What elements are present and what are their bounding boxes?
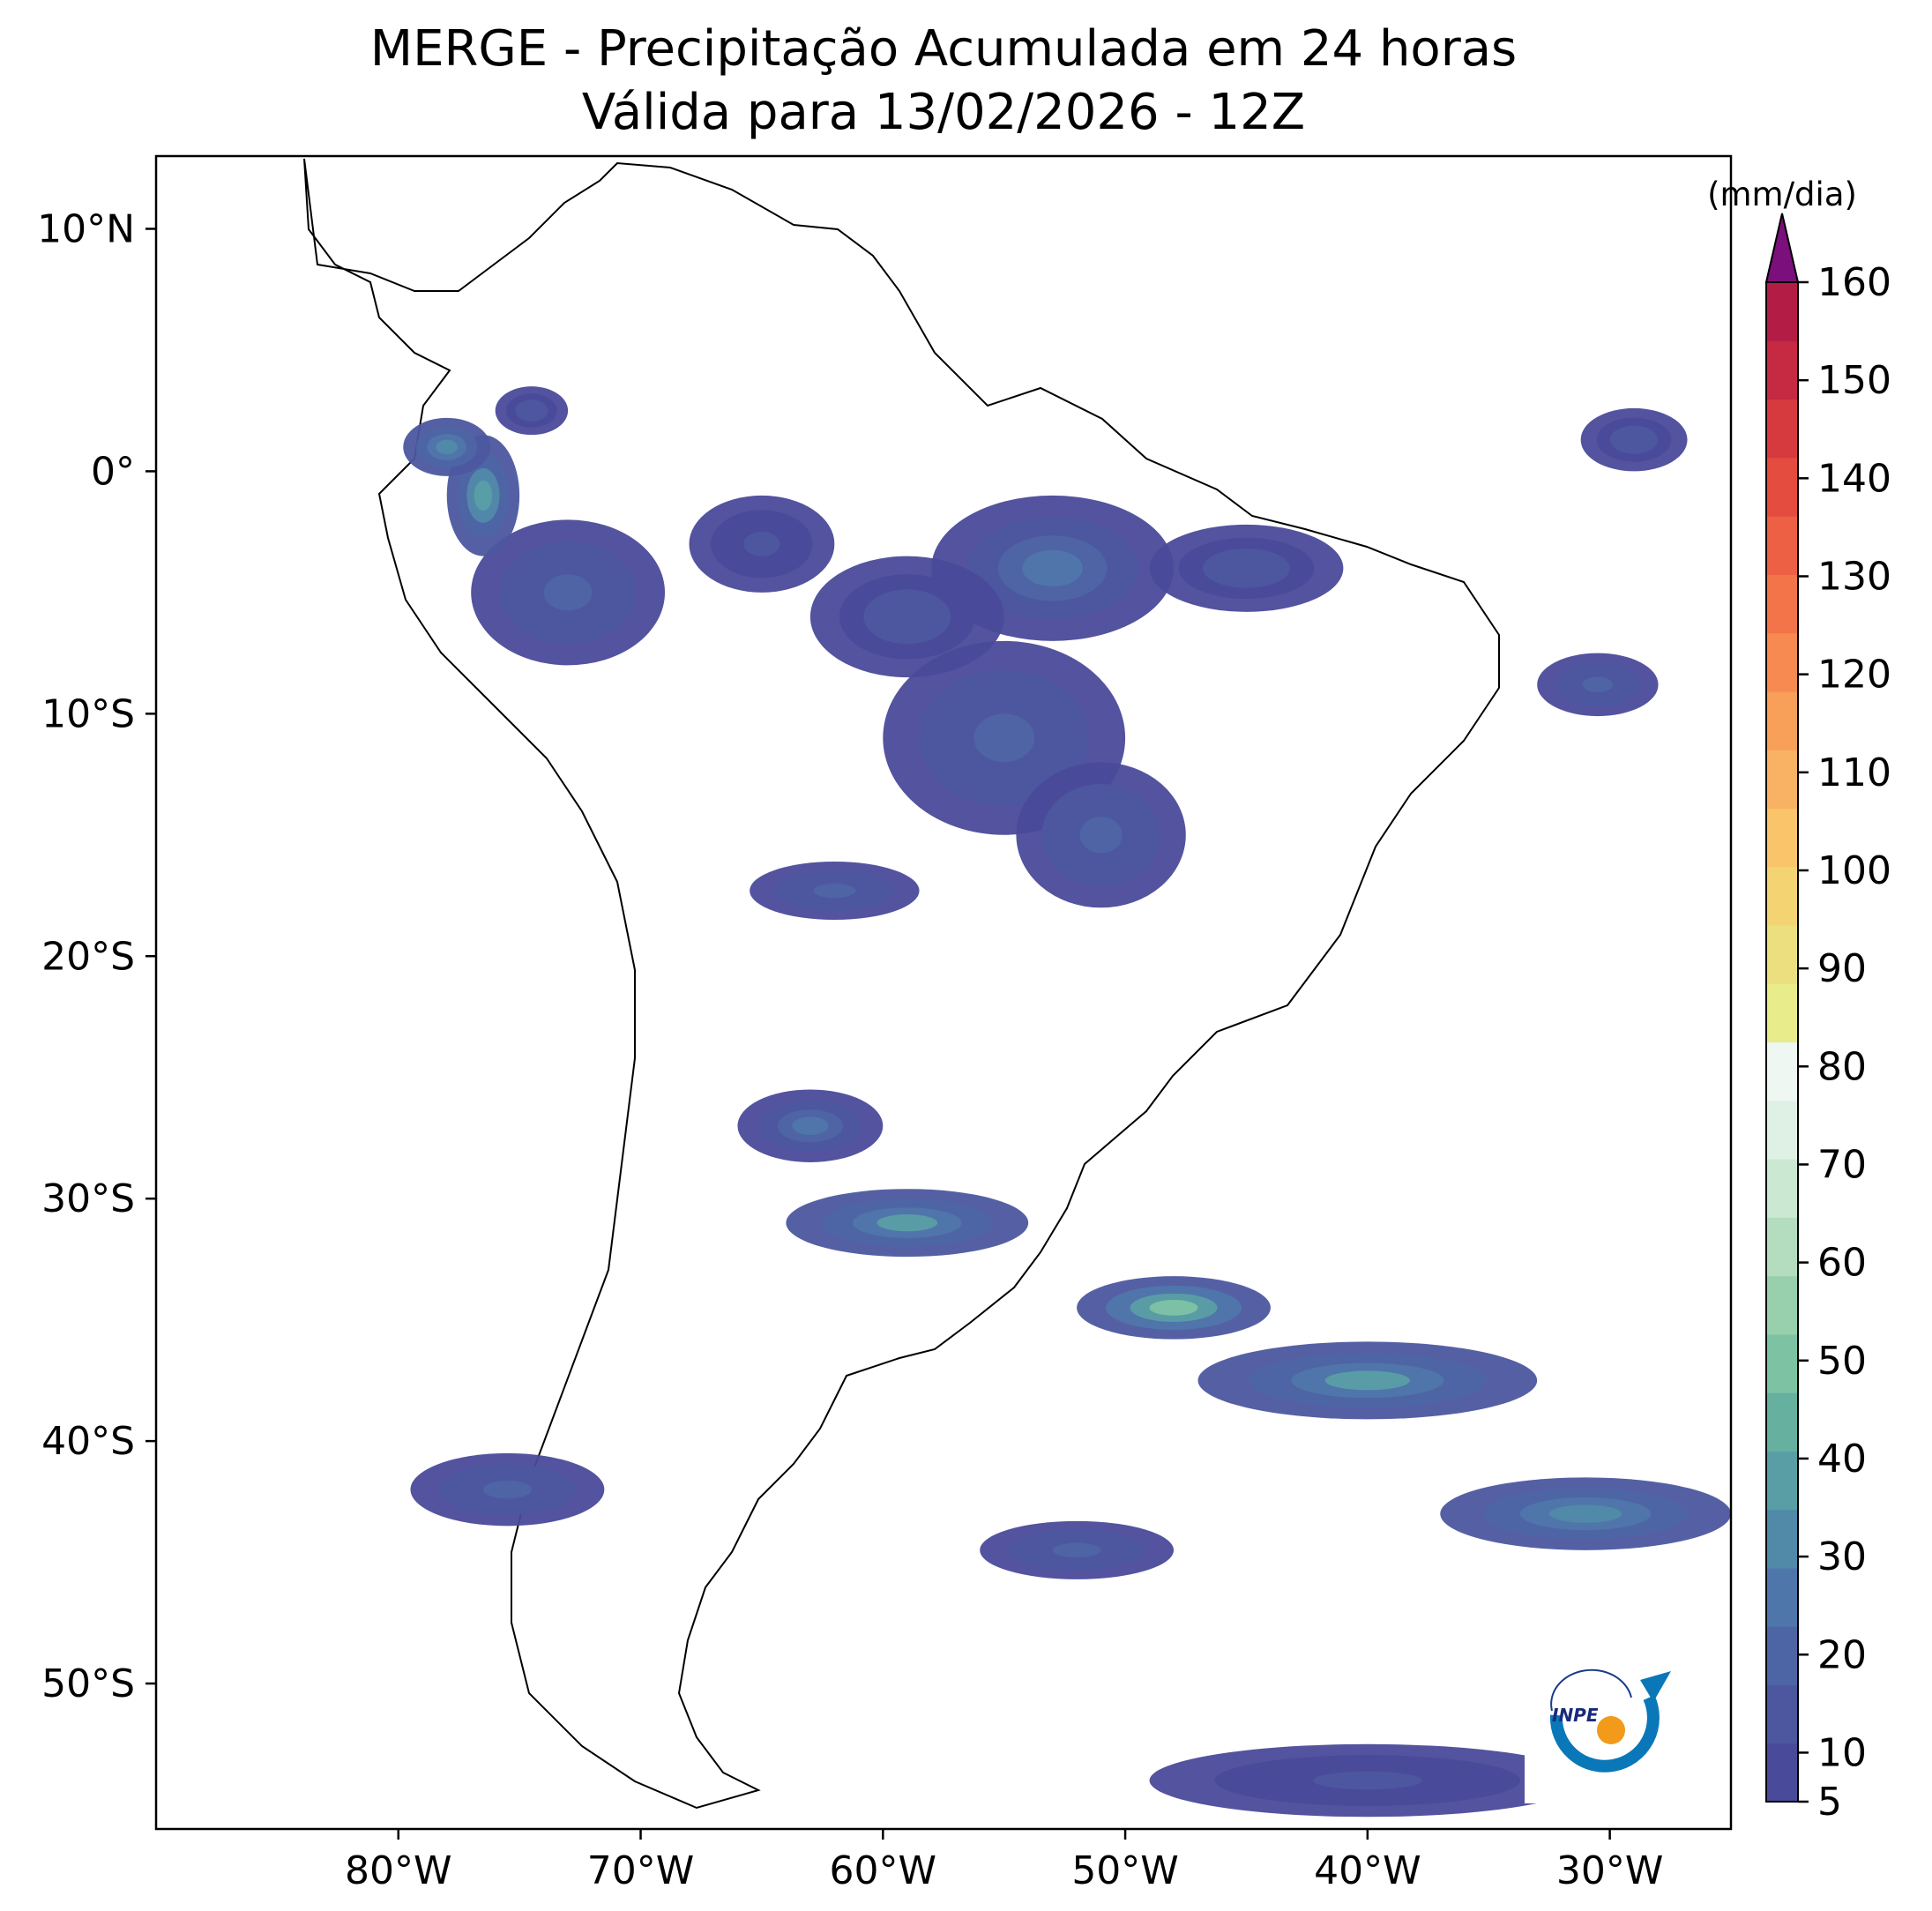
colorbar-segment: [1766, 690, 1798, 750]
colorbar-segment: [1766, 1217, 1798, 1277]
precipitation-area: [813, 883, 856, 899]
precipitation-area: [883, 601, 932, 632]
south-america-coastline: [303, 158, 1500, 1810]
colorbar-tick-label: 60: [1817, 1241, 1867, 1286]
colorbar-segment: [1766, 399, 1798, 459]
colorbar-tick-label: 160: [1817, 260, 1891, 305]
colorbar-unit-label: (mm/dia): [1707, 175, 1857, 213]
precipitation-area: [1079, 817, 1123, 854]
x-tick-label: 40°W: [1314, 1848, 1421, 1893]
y-tick-label: 20°S: [41, 934, 135, 979]
y-tick-label: 10°N: [37, 206, 135, 251]
colorbar-tick-label: 70: [1817, 1142, 1867, 1187]
colorbar-tick-label: 30: [1817, 1534, 1867, 1579]
precipitation-area: [1620, 431, 1648, 448]
colorbar-segment: [1766, 282, 1798, 341]
colorbar-segment: [1766, 1451, 1798, 1511]
colorbar-segment: [1766, 340, 1798, 400]
colorbar-segment: [1766, 1509, 1798, 1569]
colorbar-tick-label: 80: [1817, 1044, 1867, 1089]
logo-arrow-icon: [1640, 1671, 1671, 1702]
colorbar-segment: [1766, 983, 1798, 1043]
colorbar-segment: [1766, 750, 1798, 810]
precipitation-area: [1221, 557, 1271, 579]
x-tick-label: 50°W: [1071, 1848, 1179, 1893]
precipitation-area: [876, 1214, 938, 1232]
latitude-axis: 10°N 0° 10°S 20°S 30°S 40°S 50°S: [37, 206, 156, 1706]
logo-orbit-icon: [1550, 1668, 1632, 1712]
precipitation-area: [973, 713, 1035, 763]
y-tick-label: 0°: [91, 449, 135, 494]
precipitation-area: [743, 532, 780, 556]
logo-arc-icon: [1549, 1695, 1660, 1773]
colorbar-tick-label: 50: [1817, 1339, 1867, 1384]
x-tick-label: 80°W: [345, 1848, 452, 1893]
precipitation-area: [792, 1116, 829, 1136]
map-title: MERGE - Precipitação Acumulada em 24 hor…: [369, 20, 1518, 78]
map-subtitle: Válida para 13/02/2026 - 12Z: [581, 84, 1306, 141]
precipitation-area: [1548, 1504, 1622, 1523]
colorbar-tick-label: 10: [1817, 1730, 1867, 1775]
colorbar-tick-label: 5: [1817, 1780, 1842, 1825]
colorbar-tick-label: 140: [1817, 456, 1891, 501]
y-tick-label: 10°S: [41, 691, 135, 736]
precipitation-area: [522, 404, 541, 417]
inpe-logo: INPE: [1525, 1655, 1712, 1803]
precipitation-area: [474, 480, 493, 511]
colorbar-segment: [1766, 1275, 1798, 1335]
colorbar-tick-label: 40: [1817, 1437, 1867, 1482]
colorbar-segment: [1766, 1567, 1798, 1627]
colorbar-segment: [1766, 1392, 1798, 1452]
precipitation-area: [1022, 549, 1083, 586]
colorbar-segment: [1766, 457, 1798, 517]
colorbar-tick-label: 20: [1817, 1632, 1867, 1677]
south-america-outline: [303, 158, 1500, 1810]
colorbar-segment: [1766, 808, 1798, 868]
colorbar-tick-label: 120: [1817, 653, 1891, 698]
y-tick-label: 40°S: [41, 1419, 135, 1464]
precipitation-area: [1313, 1771, 1422, 1790]
colorbar-segment: [1766, 924, 1798, 984]
colorbar: 5 10 20 30 40 50 60 70 80 90 100 110 120 130 140 150 160…: [1707, 175, 1891, 1825]
colorbar-segment: [1766, 632, 1798, 692]
logo-sun-icon: [1597, 1716, 1625, 1744]
precipitation-area: [1052, 1542, 1101, 1558]
precipitation-area: [436, 439, 459, 455]
precipitation-area: [482, 1480, 532, 1499]
colorbar-segment: [1766, 574, 1798, 634]
colorbar-frame: [1765, 281, 1799, 1803]
y-tick-label: 50°S: [41, 1661, 135, 1706]
longitude-axis: 80°W 70°W 60°W 50°W 40°W 30°W: [345, 1829, 1663, 1893]
colorbar-extend-arrow: [1764, 213, 1800, 283]
x-tick-label: 70°W: [587, 1848, 695, 1893]
colorbar-tick-label: 150: [1817, 358, 1891, 403]
colorbar-tick-label: 130: [1817, 554, 1891, 599]
colorbar-segment: [1766, 1041, 1798, 1101]
precipitation-area: [1149, 1299, 1198, 1316]
colorbar-segment: [1766, 1626, 1798, 1686]
colorbar-tick-label: 100: [1817, 848, 1891, 893]
colorbar-segment: [1766, 1684, 1798, 1744]
colorbar-segment: [1766, 1333, 1798, 1393]
precipitation-field: [403, 386, 1731, 1818]
x-tick-label: 30°W: [1556, 1848, 1664, 1893]
colorbar-segment: [1766, 516, 1798, 575]
colorbar-tick-label: 110: [1817, 750, 1891, 795]
precipitation-area: [543, 574, 593, 611]
logo-text: INPE: [1552, 1705, 1599, 1726]
y-tick-label: 30°S: [41, 1176, 135, 1221]
colorbar-segment: [1766, 1100, 1798, 1160]
precipitation-area: [1324, 1370, 1410, 1391]
map-background: [156, 156, 1731, 1829]
colorbar-tick-label: 90: [1817, 946, 1867, 991]
colorbar-segment: [1766, 866, 1798, 926]
x-tick-label: 60°W: [830, 1848, 937, 1893]
colorbar-segment: [1766, 1159, 1798, 1218]
map-frame: [154, 154, 1733, 1831]
colorbar-segment: [1766, 1743, 1798, 1803]
precipitation-area: [1582, 676, 1614, 693]
